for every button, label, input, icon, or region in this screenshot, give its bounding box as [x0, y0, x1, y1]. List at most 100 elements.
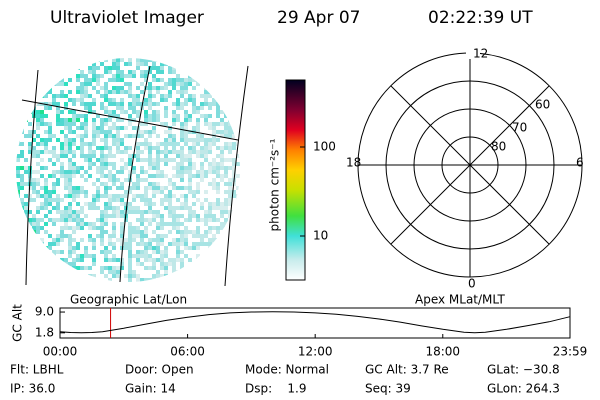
pixel [160, 86, 164, 90]
pixel [124, 238, 128, 242]
pixel [216, 218, 220, 222]
pixel [152, 230, 156, 234]
pixel [76, 134, 80, 138]
pixel [84, 178, 88, 182]
pixel [180, 106, 184, 110]
pixel [204, 154, 208, 158]
pixel [176, 82, 180, 86]
pixel [184, 186, 188, 190]
pixel [200, 234, 204, 238]
pixel [176, 246, 180, 250]
pixel [100, 102, 104, 106]
pixel [100, 250, 104, 254]
pixel [68, 186, 72, 190]
pixel [172, 182, 176, 186]
pixel [124, 62, 128, 66]
pixel [120, 78, 124, 82]
pixel [180, 234, 184, 238]
pixel [188, 78, 192, 82]
pixel [168, 222, 172, 226]
pixel [80, 266, 84, 270]
geo-grid [21, 65, 249, 287]
pixel [140, 134, 144, 138]
pixel [180, 230, 184, 234]
pixel [196, 226, 200, 230]
pixel [112, 206, 116, 210]
pixel [148, 206, 152, 210]
pixel [220, 130, 224, 134]
pixel [56, 242, 60, 246]
pixel [192, 78, 196, 82]
pixel [32, 178, 36, 182]
pixel [104, 190, 108, 194]
pixel [68, 214, 72, 218]
pixel [168, 206, 172, 210]
pixel [88, 150, 92, 154]
pixel [184, 102, 188, 106]
pixel [108, 234, 112, 238]
pixel [184, 78, 188, 82]
pixel [164, 266, 168, 270]
pixel [68, 118, 72, 122]
pixel [84, 102, 88, 106]
pixel [140, 198, 144, 202]
pixel [16, 182, 20, 186]
pixel [184, 126, 188, 130]
pixel [208, 242, 212, 246]
pixel [236, 186, 240, 190]
pixel [84, 82, 88, 86]
pixel [40, 186, 44, 190]
pixel [192, 246, 196, 250]
pixel [68, 110, 72, 114]
pixel [140, 250, 144, 254]
pixel [96, 134, 100, 138]
pixel [64, 154, 68, 158]
pixel [64, 178, 68, 182]
pixel [32, 154, 36, 158]
pixel [236, 174, 240, 178]
pixel [136, 182, 140, 186]
pixel [44, 142, 48, 146]
pixel [136, 218, 140, 222]
pixel [164, 82, 168, 86]
pixel [144, 122, 148, 126]
pixel [184, 238, 188, 242]
pixel [76, 202, 80, 206]
pixel [156, 210, 160, 214]
pixel [136, 150, 140, 154]
pixel [72, 150, 76, 154]
pixel [212, 158, 216, 162]
pixel [120, 70, 124, 74]
pixel [48, 242, 52, 246]
pixel [200, 166, 204, 170]
pixel [180, 206, 184, 210]
pixel [16, 166, 20, 170]
pixel [52, 222, 56, 226]
pixel [40, 226, 44, 230]
pixel [76, 190, 80, 194]
pixel [156, 214, 160, 218]
pixel [192, 106, 196, 110]
pixel [84, 118, 88, 122]
pixel [132, 194, 136, 198]
pixel [80, 190, 84, 194]
pixel [184, 134, 188, 138]
pixel [216, 190, 220, 194]
pixel [160, 242, 164, 246]
pixel [48, 90, 52, 94]
pixel [176, 170, 180, 174]
pixel [92, 78, 96, 82]
pixel [32, 182, 36, 186]
pixel [164, 262, 168, 266]
pixel [128, 190, 132, 194]
pixel [232, 166, 236, 170]
pixel [200, 242, 204, 246]
pixel [44, 146, 48, 150]
pixel [180, 214, 184, 218]
pixel [228, 142, 232, 146]
pixel [68, 250, 72, 254]
pixel [136, 94, 140, 98]
pixel [120, 194, 124, 198]
pixel [52, 134, 56, 138]
pixel [40, 138, 44, 142]
